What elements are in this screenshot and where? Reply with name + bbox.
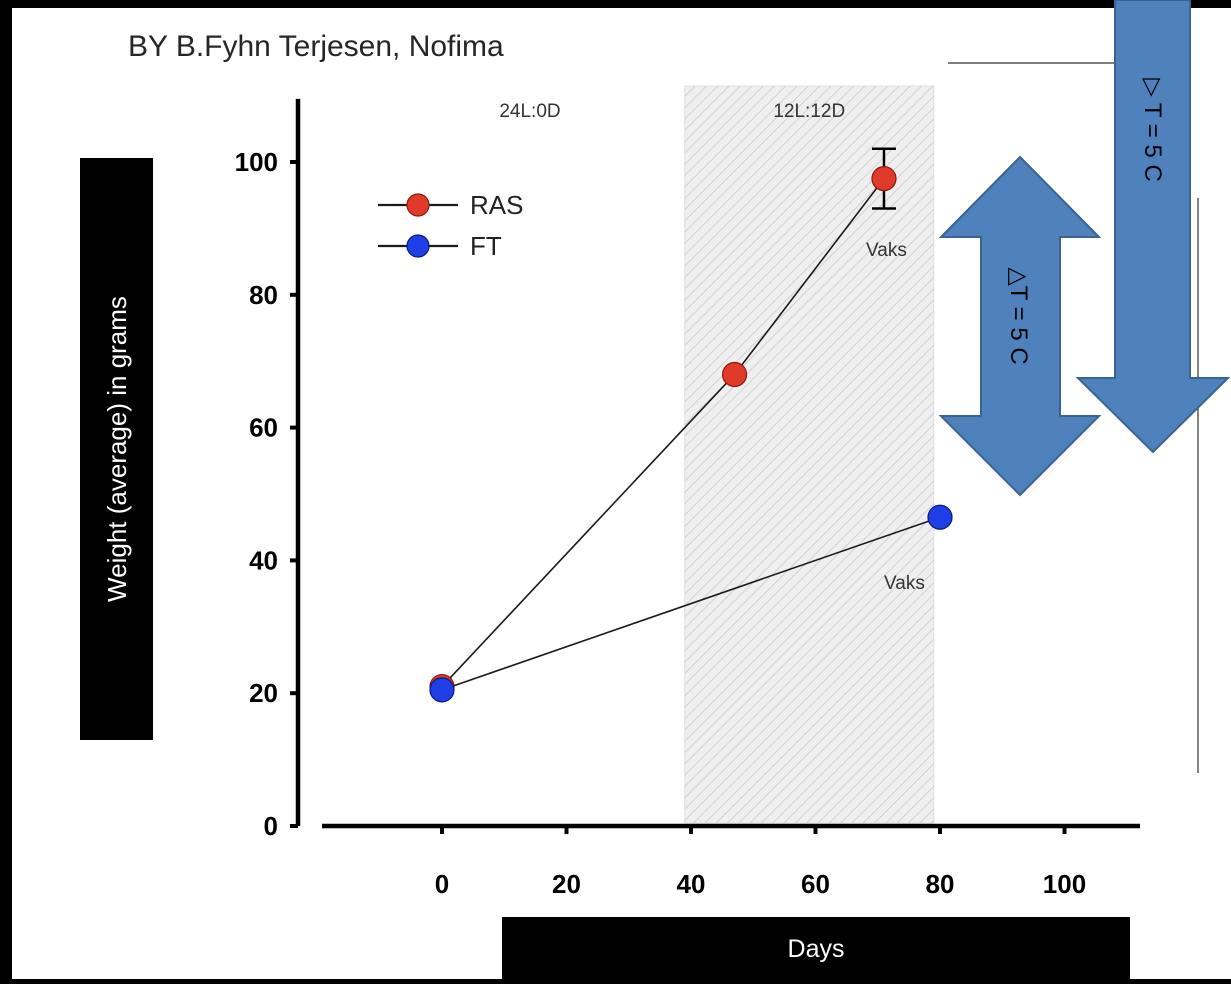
y-axis-ticks: 0 20 40 60 80 100 [235,147,298,841]
y-tick-label: 20 [249,678,278,708]
x-tick-label: 100 [1043,869,1086,899]
legend-marker-ft [406,234,430,258]
delta-t-down-arrow: ▷ T = 5 C [1075,0,1231,454]
legend-label-ft: FT [470,231,502,261]
legend: RAS FT [378,190,523,261]
x-tick-label: 60 [801,869,830,899]
delta-t-label-small: △T = 5 C [1005,267,1032,364]
region-label-24L0D: 24L:0D [499,101,560,122]
data-point-ras [871,166,897,192]
byline: BY B.Fyhn Terjesen, Nofima [128,30,504,63]
ylabel-box [80,158,153,740]
annotation-vaks-ft: Vaks [884,573,925,594]
delta-t-label-large: ▷ T = 5 C [1139,78,1166,182]
x-tick-label: 40 [677,869,706,899]
series-line-ft [441,516,941,691]
y-tick-label: 40 [249,545,278,575]
shaded-region-hatch [684,86,934,823]
x-axis-ticks: 0 20 40 60 80 100 [435,826,1086,899]
delta-t-double-arrow: △T = 5 C [938,155,1102,497]
x-tick-label: 20 [552,869,581,899]
double-arrow-shape [938,155,1102,497]
y-tick-label: 60 [249,413,278,443]
legend-marker-ras [406,193,430,217]
x-axis-label: Days [788,935,845,963]
data-point-ft [927,504,953,530]
data-points [429,166,953,703]
annotation-vaks-ras: Vaks [866,240,907,261]
x-tick-label: 80 [926,869,955,899]
xlabel-box [502,917,1130,979]
y-axis-label: Weight (average) in grams [102,296,132,602]
y-tick-label: 0 [264,811,278,841]
figure-panel [12,8,1231,979]
x-tick-label: 0 [435,869,449,899]
region-label-12L12D: 12L:12D [773,101,845,122]
y-tick-label: 80 [249,280,278,310]
data-point-ras [721,361,748,388]
y-tick-label: 100 [235,147,278,177]
down-arrow-shape [1075,0,1231,454]
data-point-ft [429,677,455,703]
legend-label-ras: RAS [470,190,523,220]
